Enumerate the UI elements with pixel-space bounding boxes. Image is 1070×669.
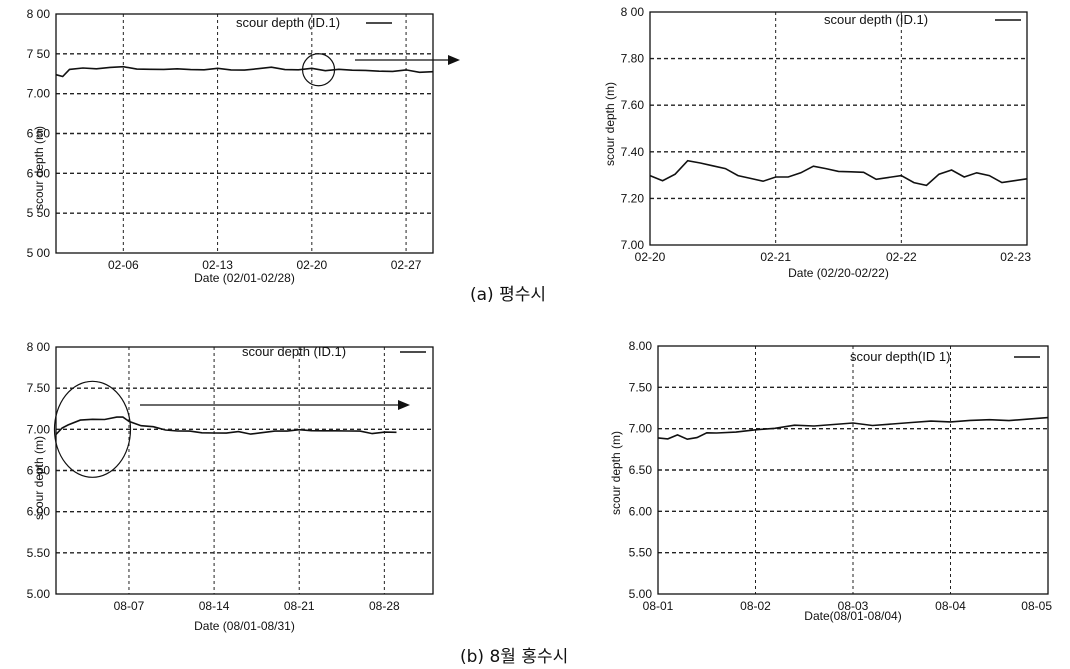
x-axis-label: Date(08/01-08/04) — [804, 609, 901, 623]
x-tick-label: 02-21 — [760, 250, 791, 264]
series-line — [649, 159, 1028, 187]
zoom-circle — [301, 53, 336, 87]
y-tick-label: 7.00 — [621, 238, 645, 252]
y-tick-label: 7.40 — [621, 145, 645, 159]
caption-a: (a) 평수시 — [470, 285, 546, 305]
plot-frame — [657, 345, 1049, 595]
x-tick-label: 02-13 — [202, 258, 233, 272]
y-tick-label: 6.00 — [629, 504, 653, 518]
legend-label: scour depth (ID.1) — [236, 15, 340, 30]
caption-b: (b) 8월 홍수시 — [460, 647, 568, 667]
y-tick-label: 6 50 — [27, 127, 51, 141]
y-tick-label: 5.50 — [27, 546, 51, 560]
series-line — [55, 65, 434, 78]
x-axis-label: Date (02/01-02/28) — [194, 271, 295, 285]
arrow-head — [448, 55, 460, 65]
y-tick-label: 6 50 — [27, 464, 51, 478]
series-line — [657, 416, 1049, 441]
y-tick-label: 7.80 — [621, 52, 645, 66]
y-tick-label: 6 00 — [27, 166, 51, 180]
legend-label: scour depth (ID.1) — [242, 344, 346, 359]
y-axis-label: scour depth (m) — [609, 431, 623, 515]
y-tick-label: 5.50 — [629, 546, 653, 560]
x-tick-label: 08-21 — [284, 599, 315, 613]
x-tick-label: 02-23 — [1000, 250, 1031, 264]
plot-frame — [55, 346, 434, 595]
y-tick-label: 6.50 — [629, 463, 653, 477]
y-tick-label: 5 00 — [27, 246, 51, 260]
y-tick-label: 7.50 — [629, 380, 653, 394]
y-tick-label: 5.00 — [629, 587, 653, 601]
x-tick-label: 08-05 — [1021, 599, 1052, 613]
y-axis-label: scour depth (m) — [32, 436, 46, 520]
y-tick-label: 8.00 — [629, 339, 653, 353]
x-tick-label: 02-22 — [886, 250, 917, 264]
y-tick-label: 8 00 — [621, 5, 645, 19]
y-tick-label: 8 00 — [27, 340, 51, 354]
x-tick-label: 08-04 — [935, 599, 966, 613]
y-tick-label: 6.00 — [27, 505, 51, 519]
y-tick-label: 7.60 — [621, 98, 645, 112]
legend-label: scour depth (ID.1) — [824, 12, 928, 27]
plot-frame — [55, 13, 434, 254]
x-axis-label: Date (02/20-02/22) — [788, 266, 889, 280]
plot-frame — [649, 11, 1028, 246]
y-axis-label: scour depth (m) — [32, 126, 46, 210]
x-tick-label: 08-14 — [199, 599, 230, 613]
x-tick-label: 02-27 — [391, 258, 422, 272]
chart-b-left: 8 00 7.50 7.00 6 50 6.00 5.50 5.00 08-07 08-14 08… — [27, 340, 434, 633]
x-tick-label: 02-06 — [108, 258, 139, 272]
x-tick-label: 08-03 — [838, 599, 869, 613]
x-tick-label: 08-28 — [369, 599, 400, 613]
x-tick-label: 02-20 — [635, 250, 666, 264]
y-tick-label: 7.00 — [629, 422, 653, 436]
x-tick-label: 08-02 — [740, 599, 771, 613]
series-line — [55, 416, 397, 435]
y-tick-label: 7.20 — [621, 191, 645, 205]
x-tick-label: 08-01 — [643, 599, 674, 613]
y-tick-label: 7.00 — [27, 422, 51, 436]
y-tick-label: 7.50 — [27, 381, 51, 395]
y-axis-label: scour depth (m) — [603, 82, 617, 166]
legend-label: scour depth(ID 1) — [850, 349, 950, 364]
y-tick-label: 8 00 — [27, 7, 51, 21]
y-tick-label: 7.00 — [27, 87, 51, 101]
y-tick-label: 5.00 — [27, 587, 51, 601]
y-tick-label: 5 50 — [27, 206, 51, 220]
x-tick-label: 02-20 — [296, 258, 327, 272]
zoom-circle — [53, 380, 132, 478]
chart-a-left: 8 00 7 50 7.00 6 50 6 00 5 50 5 00 02-06 02-13 02… — [27, 7, 460, 285]
x-tick-label: 08-07 — [114, 599, 145, 613]
arrow-head — [398, 400, 410, 410]
x-axis-label: Date (08/01-08/31) — [194, 619, 295, 633]
y-tick-label: 7 50 — [27, 47, 51, 61]
